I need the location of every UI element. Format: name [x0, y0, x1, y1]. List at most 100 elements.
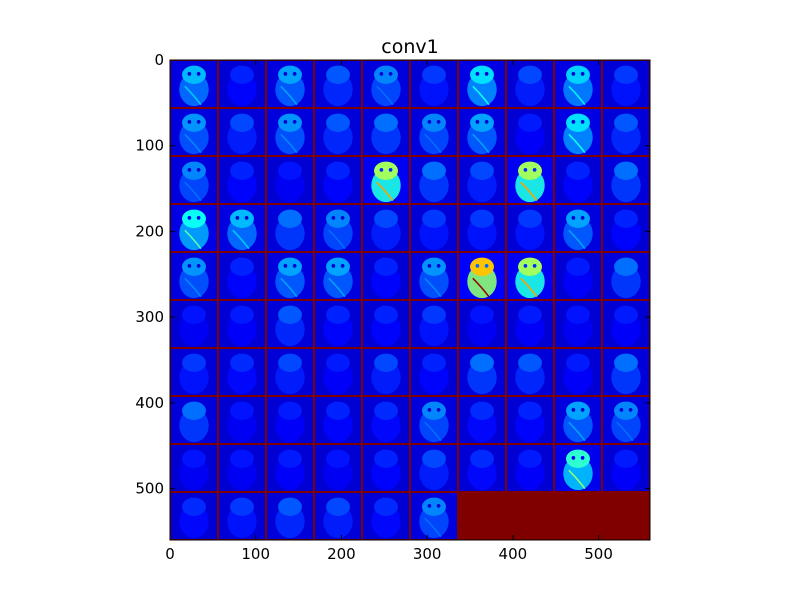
filter-eye: [619, 408, 624, 412]
filter-cell: [219, 205, 265, 251]
filter-cell: [363, 61, 409, 107]
filter-cell: [555, 205, 601, 251]
filter-head: [230, 65, 254, 85]
filter-cell: [411, 205, 457, 251]
filter-head: [566, 305, 590, 324]
filter-head: [182, 353, 206, 372]
filter-head: [614, 257, 638, 276]
filter-head: [230, 497, 254, 516]
filter-head: [374, 497, 398, 516]
filter-cell: [219, 349, 265, 395]
filter-eye: [379, 168, 384, 172]
filter-eye: [292, 264, 297, 268]
filter-head: [566, 65, 590, 85]
filter-head: [326, 257, 350, 276]
filter-cell: [219, 301, 265, 347]
filter-cell: [315, 445, 361, 491]
filter-cell: [219, 109, 265, 155]
filter-cell: [363, 397, 409, 443]
x-tick-label: 500: [584, 545, 613, 563]
filter-head: [614, 353, 638, 372]
filter-head: [230, 449, 254, 468]
filter-head: [422, 353, 446, 372]
filter-cell: [555, 61, 601, 107]
filter-head: [278, 161, 302, 180]
filter-head: [182, 113, 206, 132]
filter-cell: [171, 349, 217, 395]
filter-cell: [219, 445, 265, 491]
filter-cell: [315, 349, 361, 395]
filter-cell: [459, 397, 505, 443]
filter-eye: [388, 168, 393, 172]
filter-stripe: [568, 85, 586, 106]
filter-cell: [363, 445, 409, 491]
filter-eye: [292, 120, 297, 124]
filter-cell: [315, 397, 361, 443]
filter-stripe: [184, 85, 202, 106]
filter-cell: [315, 253, 361, 299]
filter-head: [422, 401, 446, 420]
filter-head: [614, 401, 638, 420]
filter-head: [182, 257, 206, 276]
filter-cell: [459, 301, 505, 347]
filter-head: [518, 113, 542, 132]
filter-head: [278, 113, 302, 132]
filter-head: [326, 497, 350, 516]
filter-cell: [507, 397, 553, 443]
y-tick-label: 500: [135, 480, 164, 498]
filter-stripe: [472, 277, 490, 298]
filter-eye: [427, 264, 432, 268]
filter-cell: [219, 157, 265, 203]
filter-head: [518, 353, 542, 372]
filter-cell: [603, 397, 649, 443]
x-tick-label: 300: [413, 545, 442, 563]
filter-head: [326, 161, 350, 180]
filter-cell: [267, 301, 313, 347]
filter-cell: [459, 205, 505, 251]
filter-head: [566, 209, 590, 228]
filter-cell: [315, 301, 361, 347]
filter-cell: [219, 61, 265, 107]
filter-head: [326, 209, 350, 228]
filter-cell: [267, 493, 313, 539]
filter-cell: [171, 205, 217, 251]
filter-eye: [532, 264, 537, 268]
filter-cell: [219, 397, 265, 443]
filter-cell: [411, 109, 457, 155]
filter-cell: [267, 157, 313, 203]
filter-cell: [603, 205, 649, 251]
filter-cell: [315, 109, 361, 155]
empty-cell: [458, 492, 507, 541]
filter-cell: [459, 157, 505, 203]
filter-cell: [219, 493, 265, 539]
filter-head: [230, 353, 254, 372]
filter-head: [422, 113, 446, 132]
filter-head: [422, 257, 446, 276]
filter-head: [374, 257, 398, 276]
filter-cell: [363, 205, 409, 251]
filter-eye: [244, 216, 249, 220]
filter-head: [230, 161, 254, 180]
filter-head: [566, 401, 590, 420]
filter-cell: [555, 253, 601, 299]
filter-head: [422, 161, 446, 180]
filter-eye: [436, 120, 441, 124]
filter-head: [422, 209, 446, 228]
filter-eye: [427, 504, 432, 508]
filter-cell: [459, 61, 505, 107]
filter-stripe: [472, 133, 490, 154]
filter-stripe: [280, 277, 298, 298]
filter-stripe: [376, 181, 394, 202]
filter-head: [182, 65, 206, 85]
filter-head: [470, 401, 494, 420]
filter-head: [470, 209, 494, 228]
filter-head: [422, 65, 446, 85]
filter-eye: [187, 264, 192, 268]
filter-stripe: [184, 181, 202, 202]
filter-eye: [331, 216, 336, 220]
filter-head: [230, 401, 254, 420]
filter-head: [614, 449, 638, 468]
filter-eye: [580, 120, 585, 124]
filter-cell: [219, 253, 265, 299]
filter-head: [278, 209, 302, 228]
